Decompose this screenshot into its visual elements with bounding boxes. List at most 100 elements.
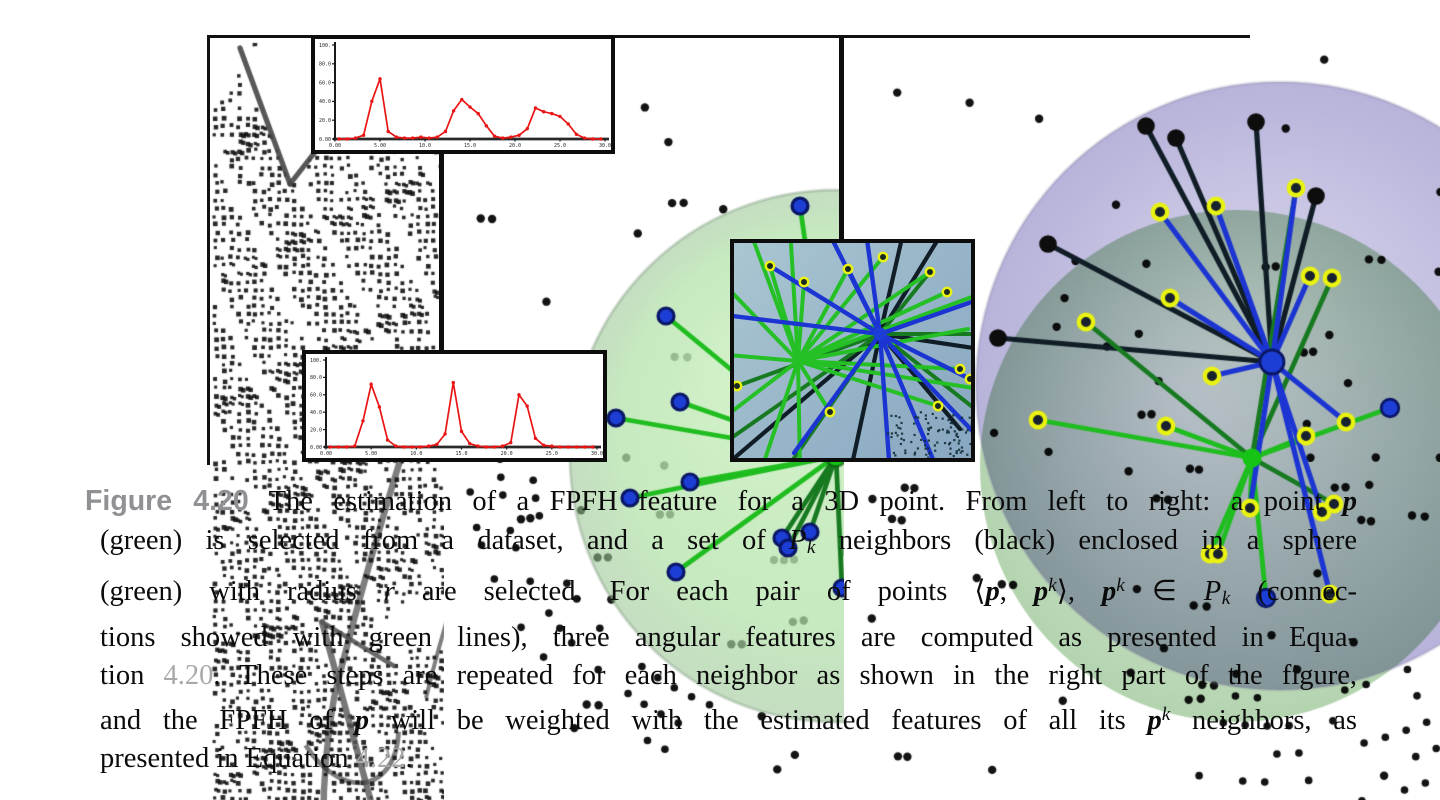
equation-reference[interactable]: 4.20 bbox=[163, 660, 214, 691]
histogram-point bbox=[574, 132, 579, 136]
histogram-point bbox=[541, 443, 546, 447]
caption-segment: r bbox=[383, 576, 395, 607]
caption-segment: . bbox=[405, 743, 413, 774]
histogram-point bbox=[550, 444, 554, 448]
axis-tick-label: 60.0 bbox=[319, 80, 331, 86]
caption-line: (green) is selected from a dataset, and … bbox=[85, 522, 1357, 568]
caption-segment: p bbox=[1147, 704, 1162, 736]
caption-segment: are selected. For each pair of points bbox=[394, 576, 975, 607]
axis-tick-label: 25.0 bbox=[546, 451, 558, 457]
axis-tick-label: 40.0 bbox=[319, 99, 331, 105]
caption-segment: k bbox=[1048, 575, 1057, 596]
axis-tick-label: 20.0 bbox=[509, 143, 521, 149]
histogram-point bbox=[533, 436, 538, 440]
connection-zoom-inset bbox=[730, 239, 975, 462]
caption-segment bbox=[1177, 576, 1204, 607]
histogram-point bbox=[525, 404, 529, 408]
histogram-point bbox=[501, 136, 505, 140]
axis-tick-label: 0.00 bbox=[329, 143, 341, 149]
histogram-point bbox=[378, 77, 382, 81]
caption-segment: The estimation of a FPFH feature for a 3… bbox=[248, 486, 1343, 517]
axis-tick-label: 30.0 bbox=[591, 451, 603, 457]
caption-segment: . These steps are repeated for each neig… bbox=[213, 660, 1358, 691]
histogram-point bbox=[410, 445, 414, 449]
caption-segment: neighbors (black) enclosed in a sphere bbox=[815, 524, 1357, 556]
caption-segment: p bbox=[1342, 486, 1357, 517]
histogram-point bbox=[394, 444, 398, 448]
equation-reference[interactable]: 4.22 bbox=[355, 743, 406, 774]
histogram-point bbox=[443, 129, 448, 134]
histogram-point bbox=[443, 432, 447, 436]
histogram-point bbox=[591, 445, 595, 449]
histogram-point bbox=[402, 136, 407, 140]
histogram-point bbox=[468, 105, 472, 109]
axis-tick-label: 20.0 bbox=[310, 427, 322, 433]
histogram-point bbox=[385, 438, 390, 442]
axis-tick-label: 80.0 bbox=[310, 375, 322, 381]
axis-tick-label: 10.0 bbox=[410, 451, 422, 457]
histogram-point bbox=[336, 445, 341, 449]
histogram-point bbox=[345, 137, 349, 141]
histogram-point bbox=[558, 445, 562, 449]
caption-segment: , bbox=[999, 576, 1034, 607]
histogram-svg: 0.00 20.0 40.0 60.0 80.0 100. 0.00 5.00 10.0 15.0… bbox=[319, 42, 611, 149]
caption-segment: p bbox=[1102, 576, 1117, 607]
histogram-point bbox=[509, 135, 513, 139]
axis-tick-label: 15.0 bbox=[464, 143, 476, 149]
histogram-point bbox=[492, 445, 497, 449]
histogram-point bbox=[582, 445, 587, 449]
fpfh-histogram-bottom-chart: 0.00 20.0 40.0 60.0 80.0 100. 0.00 5.00 10.0 15.0… bbox=[306, 354, 603, 458]
histogram-point bbox=[435, 135, 439, 139]
histogram-point bbox=[484, 445, 488, 449]
caption-line: tion 4.20. These steps are repeated for … bbox=[85, 657, 1357, 696]
histogram-point bbox=[353, 136, 358, 140]
axis-tick-label: 5.00 bbox=[374, 143, 386, 149]
histogram-point bbox=[377, 405, 382, 409]
histogram-point bbox=[550, 111, 554, 116]
histogram-point bbox=[582, 136, 587, 140]
histogram-point bbox=[451, 380, 455, 385]
axis-tick-label: 100. bbox=[310, 358, 322, 364]
axis-tick-label: 20.0 bbox=[319, 118, 331, 124]
axis-tick-label: 0.00 bbox=[320, 451, 332, 457]
histogram-point bbox=[599, 137, 603, 141]
caption-segment: ⟨ bbox=[974, 574, 986, 607]
histogram-point bbox=[460, 97, 464, 102]
histogram-point bbox=[525, 126, 529, 131]
histogram-point bbox=[533, 106, 538, 110]
histogram-point bbox=[517, 393, 521, 397]
histogram-line bbox=[339, 78, 601, 140]
histogram-point bbox=[361, 133, 366, 137]
histogram-point bbox=[426, 444, 431, 448]
histogram-point bbox=[419, 135, 423, 139]
histogram-point bbox=[484, 124, 489, 128]
caption-line: and the FPFH of p will be weighted with … bbox=[85, 696, 1357, 741]
histogram-point bbox=[509, 440, 513, 445]
histogram-point bbox=[492, 134, 497, 138]
caption-segment: tion bbox=[100, 660, 164, 691]
fpfh-histogram-inset-top: 0.00 20.0 40.0 60.0 80.0 100. 0.00 5.00 10.0 15.0… bbox=[311, 35, 615, 154]
caption-segment: p bbox=[985, 576, 1000, 607]
figure-caption: Figure 4.20 The estimation of a FPFH fea… bbox=[85, 482, 1357, 779]
histogram-point bbox=[468, 441, 472, 446]
caption-segment: ⟩ bbox=[1056, 574, 1068, 607]
axis-tick-label: 80.0 bbox=[319, 62, 331, 68]
caption-line: tions showed with green lines), three an… bbox=[85, 619, 1357, 658]
histogram-point bbox=[394, 135, 399, 139]
caption-segment: ∈ bbox=[1151, 574, 1177, 607]
figure-4-20-image: 0.00 20.0 40.0 60.0 80.0 100. 0.00 5.00 10.0 15.0… bbox=[207, 35, 1440, 800]
caption-segment: will be weighted with the estimated feat… bbox=[368, 704, 1148, 736]
panel-divider bbox=[439, 38, 444, 462]
caption-segment: (green) with radius bbox=[100, 576, 384, 607]
histogram-svg: 0.00 20.0 40.0 60.0 80.0 100. 0.00 5.00 10.0 15.0… bbox=[310, 357, 603, 457]
caption-segment bbox=[1125, 576, 1152, 607]
histogram-point bbox=[517, 133, 521, 137]
histogram-point bbox=[337, 137, 341, 141]
caption-segment: k bbox=[806, 536, 816, 558]
caption-segment: P bbox=[789, 524, 807, 556]
histogram-point bbox=[402, 445, 406, 449]
axis-tick-label: 100. bbox=[319, 43, 331, 49]
histogram-point bbox=[566, 445, 570, 449]
axis-tick-label: 15.0 bbox=[455, 451, 467, 457]
histogram-point bbox=[591, 137, 595, 141]
